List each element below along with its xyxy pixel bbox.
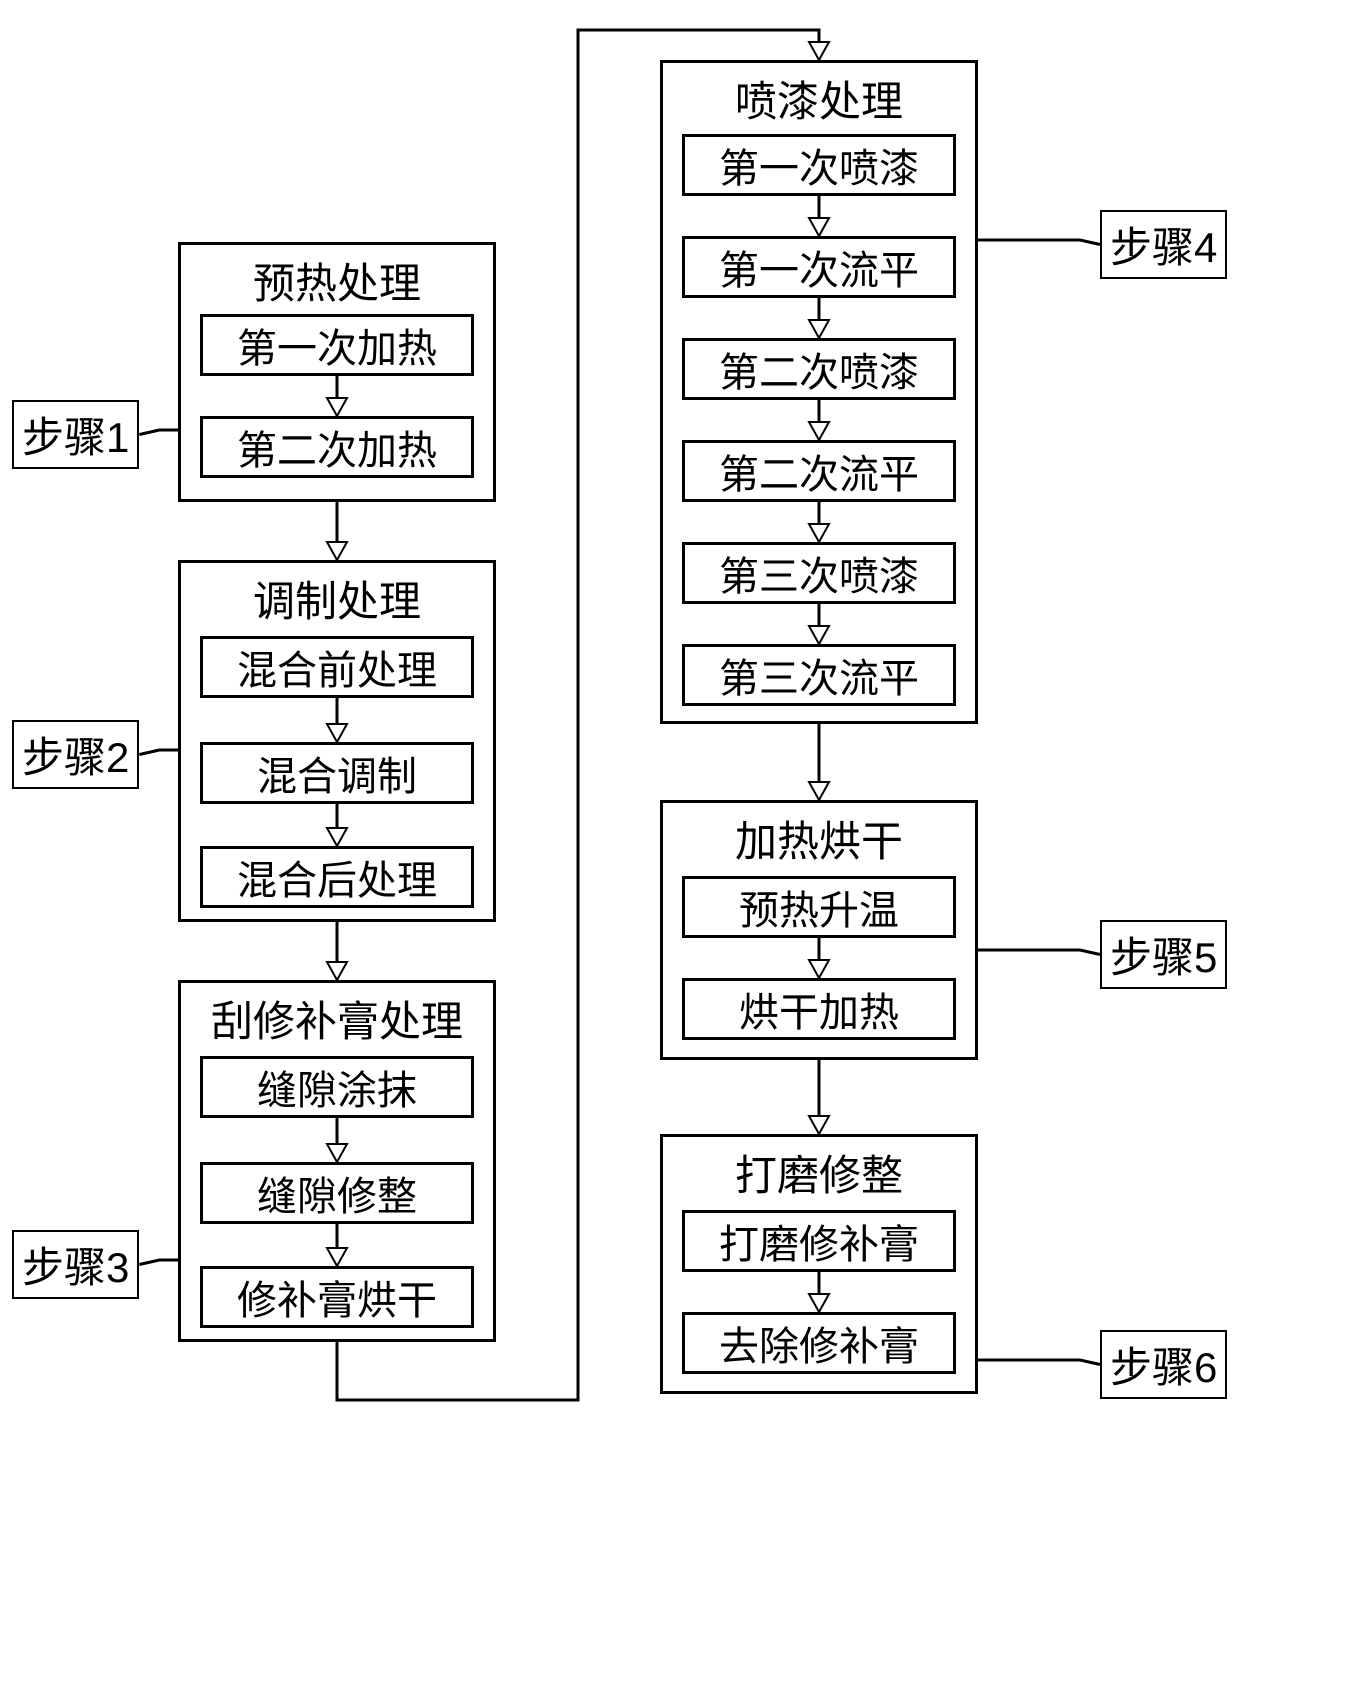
step-label: 步骤3 xyxy=(12,1230,139,1299)
step-box: 第三次流平 xyxy=(682,644,956,706)
group-title: 喷漆处理 xyxy=(660,68,978,129)
step-box: 修补膏烘干 xyxy=(200,1266,474,1328)
step-box: 第二次流平 xyxy=(682,440,956,502)
step-box: 打磨修补膏 xyxy=(682,1210,956,1272)
step-box: 第一次流平 xyxy=(682,236,956,298)
flowchart-container: 预热处理第一次加热第二次加热调制处理混合前处理混合调制混合后处理刮修补膏处理缝隙… xyxy=(0,0,1359,1696)
group-title: 调制处理 xyxy=(178,568,496,629)
step-label: 步骤1 xyxy=(12,400,139,469)
step-box: 第一次喷漆 xyxy=(682,134,956,196)
group-title: 打磨修整 xyxy=(660,1142,978,1203)
step-box: 第二次加热 xyxy=(200,416,474,478)
step-box: 缝隙修整 xyxy=(200,1162,474,1224)
step-label: 步骤2 xyxy=(12,720,139,789)
step-label: 步骤4 xyxy=(1100,210,1227,279)
step-box: 缝隙涂抹 xyxy=(200,1056,474,1118)
group-title: 预热处理 xyxy=(178,250,496,311)
step-box: 混合调制 xyxy=(200,742,474,804)
step-box: 混合后处理 xyxy=(200,846,474,908)
step-box: 混合前处理 xyxy=(200,636,474,698)
step-box: 预热升温 xyxy=(682,876,956,938)
step-box: 去除修补膏 xyxy=(682,1312,956,1374)
step-box: 第一次加热 xyxy=(200,314,474,376)
group-title: 加热烘干 xyxy=(660,808,978,869)
group-title: 刮修补膏处理 xyxy=(178,988,496,1049)
step-box: 烘干加热 xyxy=(682,978,956,1040)
step-box: 第二次喷漆 xyxy=(682,338,956,400)
step-box: 第三次喷漆 xyxy=(682,542,956,604)
step-label: 步骤5 xyxy=(1100,920,1227,989)
step-label: 步骤6 xyxy=(1100,1330,1227,1399)
